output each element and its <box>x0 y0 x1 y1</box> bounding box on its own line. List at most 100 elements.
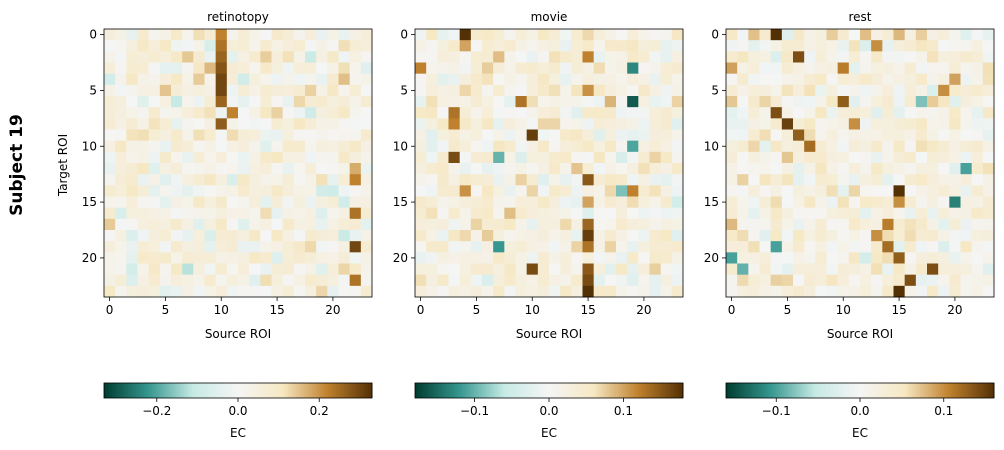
heatmap-cell <box>159 62 172 75</box>
colorbar-segment <box>527 383 530 398</box>
x-tick-label: 10 <box>836 303 851 317</box>
colorbar-segment <box>758 383 761 398</box>
heatmap-cell <box>349 252 362 264</box>
heatmap-cell <box>826 151 839 164</box>
heatmap-cell <box>215 84 228 97</box>
colorbar: −0.1 0.0 0.1EC <box>725 382 995 440</box>
heatmap-cell <box>126 263 138 276</box>
heatmap-cell <box>949 51 961 63</box>
heatmap-cell <box>327 40 339 52</box>
heatmap-cell <box>582 73 595 86</box>
heatmap-cell <box>360 252 373 264</box>
heatmap-cell <box>871 174 883 186</box>
colorbar-segment <box>122 383 125 398</box>
colorbar-segment <box>842 383 845 398</box>
heatmap-cell <box>215 252 228 264</box>
heatmap-cell <box>226 196 239 209</box>
heatmap-cell <box>915 163 928 175</box>
colorbar-segment <box>463 383 466 398</box>
heatmap-cell <box>915 129 928 142</box>
heatmap-cell <box>938 151 950 164</box>
heatmap-cell <box>737 185 749 197</box>
heatmap-cell <box>526 163 539 175</box>
heatmap-cell <box>826 73 839 86</box>
heatmap-cell <box>882 218 894 231</box>
heatmap-cell <box>971 274 984 287</box>
heatmap-cell <box>415 73 427 86</box>
heatmap-cell <box>949 62 961 75</box>
heatmap-cell <box>982 129 995 142</box>
heatmap-cell <box>426 129 438 142</box>
heatmap-cell <box>126 285 138 298</box>
heatmap-cell <box>671 51 684 63</box>
heatmap-cell <box>927 107 939 119</box>
heatmap-cell <box>193 241 205 253</box>
heatmap-cell <box>271 140 284 153</box>
colorbar-segment <box>766 383 769 398</box>
heatmap-cell <box>793 51 805 63</box>
heatmap-cell <box>171 163 183 175</box>
colorbar-segment <box>186 383 189 398</box>
heatmap-cell <box>171 151 183 164</box>
heatmap-cell <box>549 285 561 298</box>
heatmap-cell <box>882 84 894 97</box>
heatmap-cell <box>571 174 583 186</box>
heatmap-cell <box>638 73 650 86</box>
heatmap-cell <box>882 96 894 108</box>
colorbar-segment <box>934 383 937 398</box>
heatmap-cell <box>282 241 295 253</box>
colorbar-segment <box>222 383 225 398</box>
colorbar-segment <box>752 383 755 398</box>
colorbar-segment <box>473 383 476 398</box>
heatmap-cell <box>293 29 306 41</box>
heatmap-cell <box>338 129 351 142</box>
colorbar-segment <box>511 383 514 398</box>
colorbar-segment <box>924 383 927 398</box>
heatmap-cell <box>971 185 984 197</box>
heatmap-cell <box>504 129 516 142</box>
heatmap-cell <box>593 84 606 97</box>
heatmap-cell <box>815 51 827 63</box>
heatmap-cell <box>104 285 116 298</box>
colorbar-tick-label: 0.1 <box>614 404 633 418</box>
heatmap-cell <box>193 51 205 63</box>
heatmap-cell <box>204 40 217 52</box>
heatmap-cell <box>871 62 883 75</box>
heatmap-cell <box>627 151 639 164</box>
heatmap-cell <box>537 151 550 164</box>
heatmap-cell <box>159 218 172 231</box>
heatmap-cell <box>837 51 850 63</box>
heatmap-cell <box>560 252 572 264</box>
heatmap-cell <box>616 96 628 108</box>
heatmap-cell <box>104 252 116 264</box>
heatmap-cell <box>316 274 328 287</box>
heatmap-cell <box>971 252 984 264</box>
heatmap-cell <box>748 163 760 175</box>
heatmap-cell <box>148 96 161 108</box>
heatmap-cell <box>426 263 438 276</box>
heatmap-cell <box>305 107 317 119</box>
heatmap-cell <box>260 185 272 197</box>
heatmap-cell <box>893 263 906 276</box>
heatmap-cell <box>882 196 894 209</box>
heatmap-cell <box>593 163 606 175</box>
heatmap-cell <box>537 140 550 153</box>
heatmap-cell <box>982 107 995 119</box>
heatmap-cell <box>949 285 961 298</box>
heatmap-cell <box>526 151 539 164</box>
colorbar-segment <box>679 383 682 398</box>
colorbar-segment <box>306 383 309 398</box>
heatmap-cell <box>282 196 295 209</box>
colorbar-segment <box>966 383 969 398</box>
heatmap-cell <box>582 29 595 41</box>
heatmap-cell <box>327 252 339 264</box>
heatmap-cell <box>238 263 250 276</box>
heatmap-cell <box>549 107 561 119</box>
heatmap-cell <box>104 151 116 164</box>
heatmap-cell <box>938 73 950 86</box>
heatmap-cell <box>459 207 472 220</box>
heatmap-cell <box>305 151 317 164</box>
heatmap-cell <box>915 230 928 242</box>
colorbar-segment <box>730 383 733 398</box>
heatmap-cell <box>949 140 961 153</box>
